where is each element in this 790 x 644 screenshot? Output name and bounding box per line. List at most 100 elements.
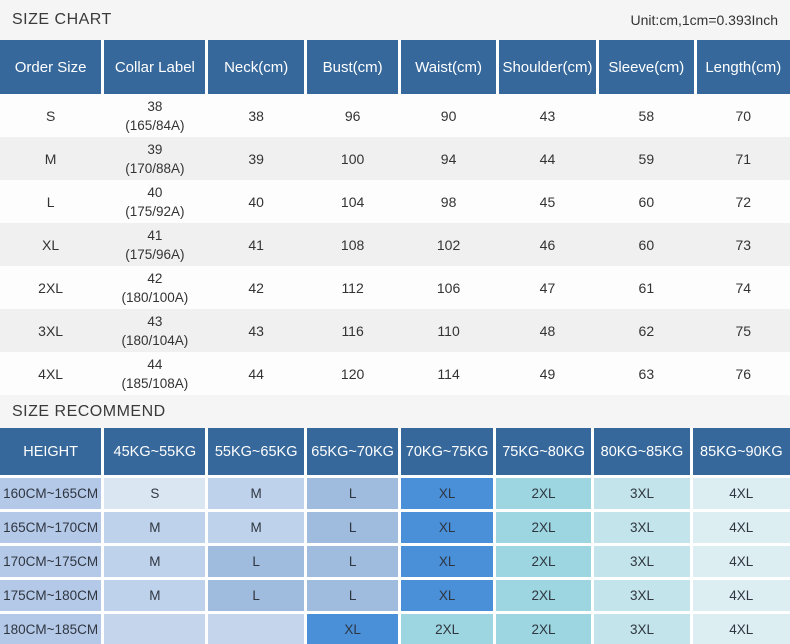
table-row-2xl: 2XL 42 (180/100A) 42 112 106 47 61 74 [0,266,790,309]
size-cell: XL [401,546,493,577]
size-cell: 2XL [495,478,592,509]
recommend-table: HEIGHT 45KG~55KG 55KG~65KG 65KG~70KG 70K… [0,428,790,644]
size-cell [104,614,206,644]
collar-label-cell: 38 (165/84A) [104,94,205,137]
sleeve-cell: 61 [638,279,655,296]
size-cell: 3XL [594,614,690,644]
bust-cell: 96 [344,107,361,124]
table-row-3xl: 3XL 43 (180/104A) 43 116 110 48 62 75 [0,309,790,352]
recommend-row-165: 165CM~170CM M M L XL 2XL 3XL 4XL [0,512,790,543]
recommend-header-row: HEIGHT 45KG~55KG 55KG~65KG 65KG~70KG 70K… [0,428,790,475]
size-cell: XL [401,478,493,509]
bust-cell: 100 [340,150,365,167]
size-cell: L [208,546,304,577]
collar-label-cell: 43 (180/104A) [104,309,205,352]
header-cell-waist: Waist(cm) [401,40,496,94]
size-table-header-row: Order Size Collar Label Neck(cm) Bust(cm… [0,40,790,94]
collar-spec: (180/100A) [121,289,189,305]
size-cell: M [208,478,304,509]
unit-note: Unit:cm,1cm=0.393Inch [630,12,778,28]
size-recommend-band: SIZE RECOMMEND [0,395,790,428]
waist-cell: 94 [440,150,457,167]
header-cell-45-55kg: 45KG~55KG [104,428,206,475]
order-size-cell: L [46,193,55,210]
size-cell: 3XL [594,478,690,509]
sleeve-cell: 60 [638,193,655,210]
size-cell: L [306,546,399,577]
collar-size: 43 [147,313,163,329]
header-cell-bust: Bust(cm) [306,40,399,94]
bust-cell: 108 [340,236,365,253]
table-row-l: L 40 (175/92A) 40 104 98 45 60 72 [0,180,790,223]
bust-cell: 116 [341,322,364,339]
bust-cell: 112 [341,279,364,296]
shoulder-cell: 47 [539,279,556,296]
length-cell: 73 [735,236,752,253]
collar-label-cell: 42 (180/100A) [104,266,205,309]
header-cell-order-size: Order Size [0,40,102,94]
size-cell: 2XL [495,546,592,577]
height-cell: 160CM~165CM [0,478,102,509]
height-cell: 165CM~170CM [0,512,102,543]
sleeve-cell: 63 [638,365,655,382]
collar-label-cell: 40 (175/92A) [104,180,205,223]
table-row-m: M 39 (170/88A) 39 100 94 44 59 71 [0,137,790,180]
size-cell: 4XL [692,614,790,644]
sleeve-cell: 60 [638,236,655,253]
recommend-row-160: 160CM~165CM S M L XL 2XL 3XL 4XL [0,478,790,509]
size-cell: XL [401,512,493,543]
neck-cell: 44 [248,365,264,382]
table-row-s: S 38 (165/84A) 38 96 90 43 58 70 [0,94,790,137]
neck-cell: 41 [248,236,264,253]
size-cell: S [104,478,206,509]
collar-label-cell: 39 (170/88A) [104,137,205,180]
size-table: Order Size Collar Label Neck(cm) Bust(cm… [0,40,790,395]
header-cell-collar-label: Collar Label [104,40,206,94]
waist-cell: 114 [437,365,460,382]
collar-label-cell: 41 (175/96A) [104,223,205,266]
page-title: SIZE CHART [12,11,112,28]
order-size-cell: XL [42,236,60,253]
shoulder-cell: 44 [539,150,556,167]
collar-size: 40 [147,184,163,200]
collar-spec: (180/104A) [121,332,189,348]
waist-cell: 90 [440,107,457,124]
size-cell: 2XL [401,614,493,644]
shoulder-cell: 43 [539,107,556,124]
bust-cell: 104 [340,193,365,210]
order-size-cell: 2XL [38,279,64,296]
length-cell: 71 [735,150,752,167]
neck-cell: 40 [248,193,264,210]
collar-label-cell: 44 (185/108A) [104,352,205,395]
length-cell: 72 [735,193,752,210]
bust-cell: 120 [340,365,365,382]
waist-cell: 106 [436,279,461,296]
waist-cell: 102 [436,236,461,253]
table-row-4xl: 4XL 44 (185/108A) 44 120 114 49 63 76 [0,352,790,395]
size-cell: 2XL [495,512,592,543]
header-cell-length: Length(cm) [696,40,790,94]
sleeve-cell: 59 [638,150,655,167]
neck-cell: 39 [248,150,264,167]
size-cell: 3XL [594,580,690,611]
header-cell-85-90kg: 85KG~90KG [692,428,790,475]
size-cell: M [208,512,304,543]
height-cell: 180CM~185CM [0,614,102,644]
header-cell-sleeve: Sleeve(cm) [599,40,694,94]
size-cell [208,614,304,644]
recommend-row-175: 175CM~180CM M L L XL 2XL 3XL 4XL [0,580,790,611]
order-size-cell: M [44,150,57,167]
collar-spec: (175/92A) [125,203,185,219]
collar-spec: (185/108A) [121,375,189,391]
shoulder-cell: 49 [539,365,556,382]
sleeve-cell: 58 [638,107,655,124]
header-cell-shoulder: Shoulder(cm) [498,40,597,94]
length-cell: 75 [735,322,752,339]
shoulder-cell: 46 [539,236,556,253]
header-cell-height: HEIGHT [0,428,102,475]
header-cell-55-65kg: 55KG~65KG [208,428,304,475]
collar-spec: (175/96A) [125,246,185,262]
length-cell: 70 [735,107,752,124]
height-cell: 170CM~175CM [0,546,102,577]
